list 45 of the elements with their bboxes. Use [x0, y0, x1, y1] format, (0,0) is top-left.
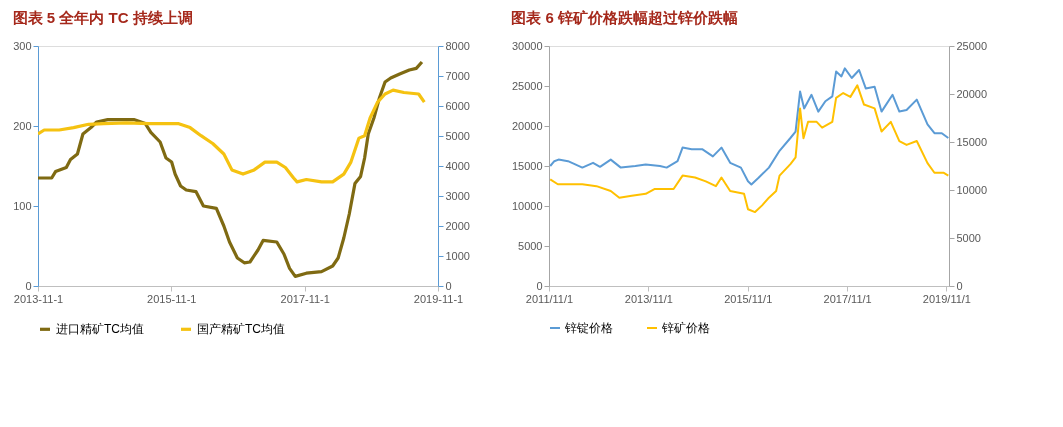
- x-tick-label: 2013/11/1: [624, 292, 673, 305]
- x-tick-label: 2017-11-1: [280, 292, 330, 305]
- y2-tick-label: 10000: [956, 183, 988, 196]
- chart-title: 图表 5 全年内 TC 持续上调: [12, 9, 193, 26]
- y2-tick-label: 4000: [445, 159, 470, 172]
- y-tick-label: 5000: [518, 239, 543, 252]
- x-tick-label: 2011/11/1: [525, 292, 574, 305]
- y2-tick-label: 20000: [956, 87, 988, 100]
- line-series: [549, 67, 949, 186]
- y2-tick-label: 25000: [956, 39, 988, 52]
- y2-tick-label: 2000: [445, 219, 470, 232]
- x-tick-label: 2017/11/1: [823, 292, 872, 305]
- legend-label: 进口精矿TC均值: [56, 322, 144, 337]
- line-series: [38, 60, 424, 278]
- y2-tick-label: 0: [445, 279, 452, 292]
- chart-title: 图表 6 锌矿价格跌幅超过锌价跌幅: [511, 9, 739, 26]
- line-series: [549, 84, 949, 214]
- y2-tick-label: 1000: [445, 249, 470, 262]
- x-tick-label: 2015-11-1: [147, 292, 197, 305]
- y-tick-label: 25000: [511, 79, 543, 92]
- y2-tick-label: 15000: [956, 135, 988, 148]
- y-tick-label: 200: [13, 119, 32, 132]
- y2-tick-label: 5000: [445, 129, 470, 142]
- y2-tick-label: 6000: [445, 99, 470, 112]
- x-tick-label: 2019/11/1: [922, 292, 971, 305]
- y-tick-label: 10000: [511, 199, 543, 212]
- y-tick-label: 300: [13, 39, 32, 52]
- legend-label: 国产精矿TC均值: [197, 322, 285, 337]
- x-tick-label: 2015/11/1: [724, 292, 773, 305]
- y2-tick-label: 7000: [445, 69, 470, 82]
- y-tick-label: 100: [13, 199, 32, 212]
- y-tick-label: 20000: [511, 119, 543, 132]
- y-tick-label: 30000: [511, 39, 543, 52]
- y2-tick-label: 5000: [956, 231, 981, 244]
- y2-tick-label: 8000: [445, 39, 470, 52]
- legend-label: 锌锭价格: [564, 321, 613, 335]
- x-tick-label: 2019-11-1: [413, 292, 464, 305]
- legend-label: 锌矿价格: [661, 321, 710, 335]
- y-tick-label: 0: [25, 279, 32, 292]
- x-tick-label: 2013-11-1: [13, 292, 64, 305]
- y2-tick-label: 0: [956, 279, 963, 292]
- y-tick-label: 15000: [511, 159, 543, 172]
- line-series: [38, 88, 426, 184]
- y-tick-label: 0: [536, 279, 543, 292]
- y2-tick-label: 3000: [445, 189, 470, 202]
